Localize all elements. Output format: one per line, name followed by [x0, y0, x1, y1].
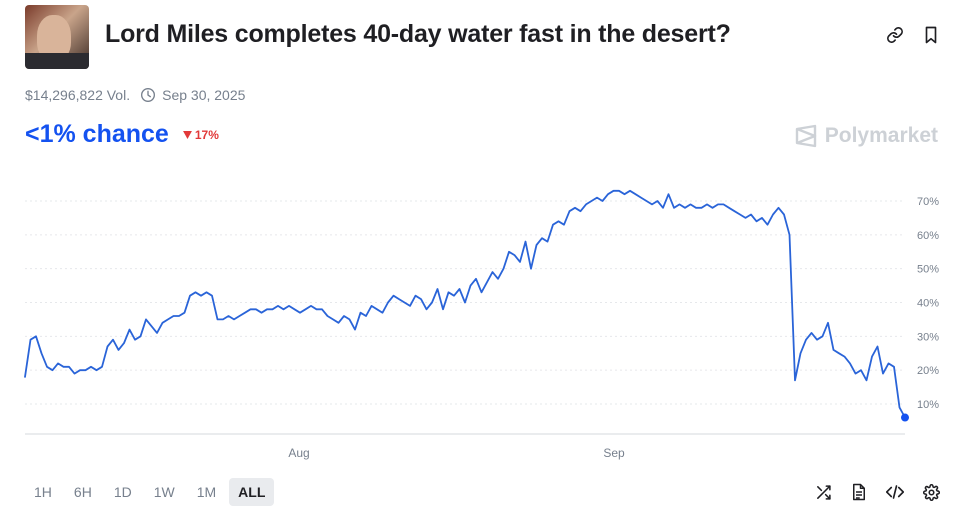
down-triangle-icon	[182, 130, 192, 139]
market-avatar	[25, 5, 89, 69]
x-tick-label: Sep	[603, 446, 625, 460]
gear-icon[interactable]	[922, 483, 940, 501]
chance-delta-value: 17%	[194, 127, 219, 142]
timeframe-selector: 1H 6H 1D 1W 1M ALL	[25, 478, 275, 506]
price-chart[interactable]: 10% 20% 30% 40% 50% 60% 70% Aug Sep	[0, 160, 965, 470]
timeframe-1d[interactable]: 1D	[113, 484, 132, 500]
code-icon[interactable]	[886, 483, 904, 501]
chart-line-layer	[24, 189, 909, 422]
y-tick-label: 10%	[917, 399, 939, 411]
timeframe-1m[interactable]: 1M	[196, 484, 217, 500]
y-tick-label: 60%	[917, 230, 939, 242]
series-line	[24, 189, 906, 419]
y-tick-label: 50%	[917, 264, 939, 276]
end-date: Sep 30, 2025	[140, 87, 245, 103]
brand-name: Polymarket	[824, 124, 938, 147]
avatar-shirt	[25, 53, 89, 69]
shuffle-icon[interactable]	[814, 483, 832, 501]
clock-icon	[141, 88, 156, 102]
chart-actions	[814, 483, 940, 501]
market-meta: $14,296,822 Vol. Sep 30, 2025	[25, 87, 245, 103]
timeframe-all[interactable]: ALL	[229, 478, 275, 506]
bookmark-icon[interactable]	[922, 26, 940, 44]
chance-percent: <1% chance	[25, 120, 169, 148]
polymarket-logo-icon	[795, 124, 816, 148]
end-date-text: Sep 30, 2025	[162, 87, 246, 103]
y-tick-label: 20%	[917, 365, 939, 377]
document-icon[interactable]	[850, 483, 868, 501]
y-tick-label: 30%	[917, 331, 939, 343]
header-actions	[886, 26, 940, 44]
market-title: Lord Miles completes 40-day water fast i…	[105, 20, 731, 48]
timeframe-1h[interactable]: 1H	[34, 484, 52, 500]
y-tick-label: 70%	[917, 196, 939, 208]
x-tick-label: Aug	[288, 446, 309, 460]
volume-text: $14,296,822 Vol.	[25, 87, 131, 103]
link-icon[interactable]	[886, 26, 904, 44]
polymarket-logo: Polymarket	[795, 124, 938, 148]
timeframe-1w[interactable]: 1W	[153, 484, 175, 500]
chance-delta: 17%	[182, 127, 219, 142]
y-tick-label: 40%	[917, 298, 939, 310]
timeframe-6h[interactable]: 6H	[73, 484, 92, 500]
y-axis: 10% 20% 30% 40% 50% 60% 70%	[917, 196, 939, 411]
x-axis: Aug Sep	[288, 446, 625, 460]
chance-display: <1% chance 17%	[25, 120, 219, 149]
chart-grid	[25, 200, 905, 435]
latest-point-marker	[901, 413, 909, 422]
